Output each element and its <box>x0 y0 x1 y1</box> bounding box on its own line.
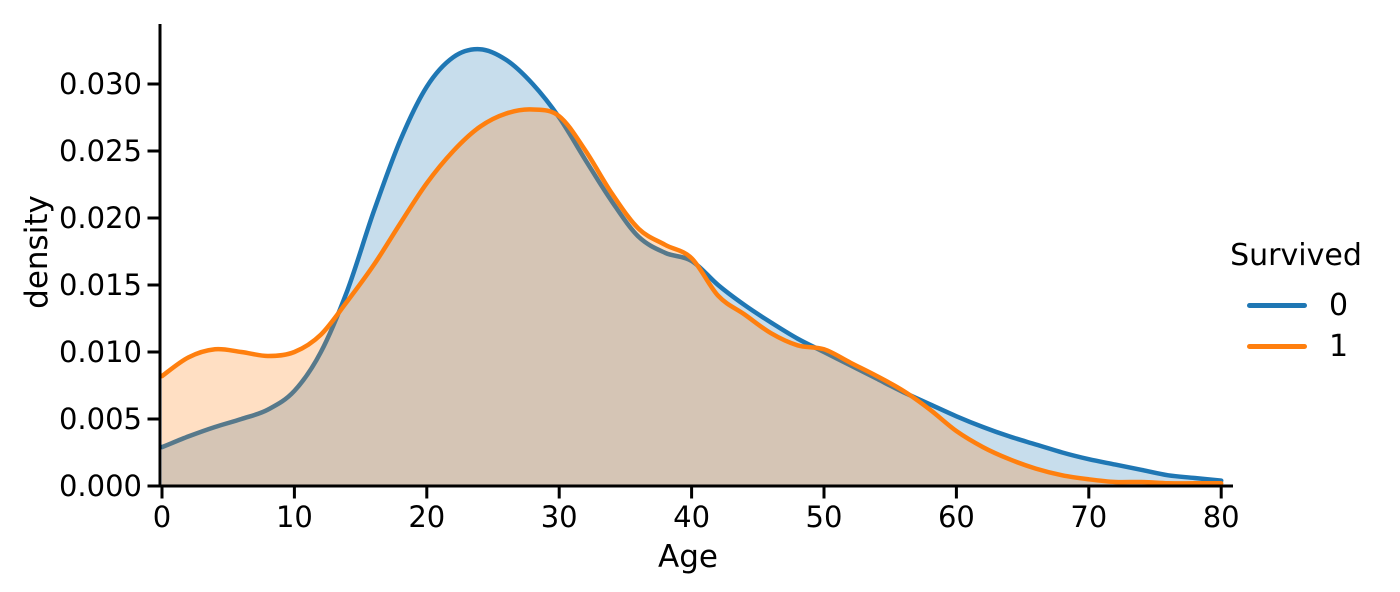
x-tick-label: 30 <box>540 500 578 534</box>
y-tick-label: 0.010 <box>58 335 142 369</box>
x-tick-label: 0 <box>152 500 172 534</box>
y-tick-label: 0.020 <box>58 201 142 235</box>
kde-curve-survived-1 <box>159 107 1224 486</box>
x-tick-label: 70 <box>1070 500 1108 534</box>
x-tick-label: 80 <box>1202 500 1240 534</box>
legend-entry-label: 0 <box>1329 287 1349 323</box>
legend-line-swatch-orange <box>1247 344 1307 349</box>
legend-line-swatch-blue <box>1247 303 1307 308</box>
legend: Survived 0 1 <box>1216 238 1400 367</box>
kde-curves <box>159 46 1224 487</box>
y-tick-label: 0.005 <box>58 402 142 436</box>
x-tick-label: 10 <box>275 500 313 534</box>
axes-tick-marks <box>147 82 1223 499</box>
y-tick-label: 0.015 <box>58 268 142 302</box>
legend-entry-survived-0: 0 <box>1216 285 1400 326</box>
axes-spines <box>158 24 1233 488</box>
kde-fill-survived-0 <box>162 49 1222 487</box>
x-tick-label: 50 <box>805 500 843 534</box>
y-tick-label: 0.030 <box>58 67 142 101</box>
x-tick-label: 40 <box>673 500 711 534</box>
y-axis-label: density <box>19 195 55 309</box>
x-axis-label: Age <box>658 539 718 575</box>
y-tick-label: 0.025 <box>58 134 142 168</box>
kde-fill-survived-1 <box>162 109 1222 487</box>
legend-entry-label: 1 <box>1329 328 1349 364</box>
x-tick-label: 20 <box>408 500 446 534</box>
y-tick-label: 0.000 <box>58 469 142 503</box>
legend-title: Survived <box>1230 238 1362 273</box>
x-tick-label: 60 <box>937 500 975 534</box>
legend-entry-survived-1: 1 <box>1216 326 1400 367</box>
